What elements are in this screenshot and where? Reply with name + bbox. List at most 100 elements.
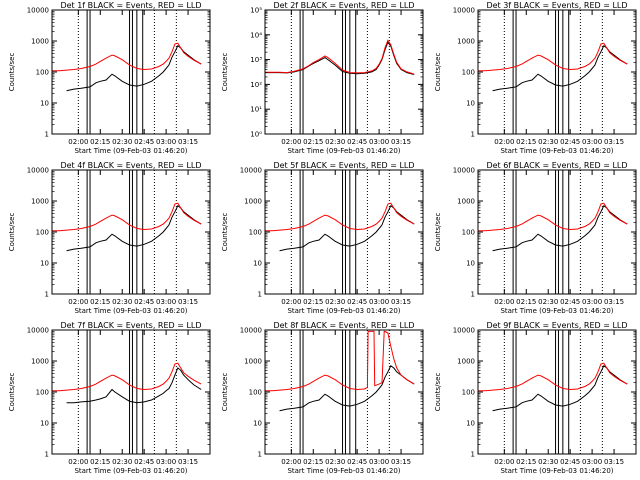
panel-title: Det 7f BLACK = Events, RED = LLD <box>60 321 201 330</box>
y-tick-label: 1000 <box>244 198 262 206</box>
y-tick-label: 100 <box>249 389 262 397</box>
x-tick-label: 02:30 <box>538 458 558 466</box>
y-tick-label: 1 <box>258 291 262 299</box>
y-tick-label: 10000 <box>27 327 49 335</box>
detector-panel-9: 1 10 100 1000 10000 02:00 02:15 02:30 02:45 03:00… <box>434 321 637 475</box>
x-tick-label: 02:15 <box>516 298 536 306</box>
lld-series-line <box>478 362 628 392</box>
y-tick-label: 1000 <box>31 198 49 206</box>
detector-panel-6: 1 10 100 1000 10000 02:00 02:15 02:30 02:45 03:00… <box>434 161 637 315</box>
y-tick-label: 10000 <box>453 167 475 175</box>
plot-frame <box>477 9 637 135</box>
y-tick-label: 1000 <box>457 198 475 206</box>
y-tick-label: 1000 <box>244 358 262 366</box>
x-tick-label: 02:45 <box>560 298 580 306</box>
lld-series-line <box>478 202 628 232</box>
y-tick-label: 10000 <box>27 167 49 175</box>
x-axis-label: Start Time (09-Feb-03 01:46:20) <box>500 147 613 155</box>
x-tick-label: 02:15 <box>90 138 110 146</box>
y-tick-label: 1 <box>471 131 475 139</box>
x-tick-label: 02:45 <box>134 298 154 306</box>
x-tick-label: 02:45 <box>347 298 367 306</box>
x-tick-label: 03:15 <box>391 298 411 306</box>
x-tick-label: 02:00 <box>68 138 88 146</box>
panel-title: Det 3f BLACK = Events, RED = LLD <box>486 1 627 10</box>
plot-frame <box>51 169 211 295</box>
x-tick-label: 02:30 <box>112 138 132 146</box>
panel-title: Det 8f BLACK = Events, RED = LLD <box>273 321 414 330</box>
x-tick-label: 03:00 <box>369 458 389 466</box>
y-axis-label: Counts/sec <box>8 53 16 92</box>
detector-panel-3: 1 10 100 1000 10000 02:00 02:15 02:30 02:45 03:00… <box>434 1 637 155</box>
lld-series-line <box>265 202 415 232</box>
y-tick-label: 100 <box>462 69 475 77</box>
x-tick-label: 02:45 <box>134 458 154 466</box>
x-axis-label: Start Time (09-Feb-03 01:46:20) <box>287 147 400 155</box>
y-tick-label: 100 <box>462 389 475 397</box>
x-tick-label: 02:00 <box>494 298 514 306</box>
x-tick-label: 03:15 <box>604 298 624 306</box>
detector-panel-4: 1 10 100 1000 10000 02:00 02:15 02:30 02:45 03:00… <box>8 161 211 315</box>
x-tick-label: 02:15 <box>303 298 323 306</box>
x-axis-label: Start Time (09-Feb-03 01:46:20) <box>500 467 613 475</box>
y-tick-label: 10² <box>250 81 262 89</box>
y-tick-label: 1000 <box>31 358 49 366</box>
y-tick-label: 10000 <box>453 7 475 15</box>
x-tick-label: 02:00 <box>494 458 514 466</box>
x-tick-label: 02:15 <box>516 458 536 466</box>
y-tick-label: 10⁴ <box>250 31 262 39</box>
x-tick-label: 03:15 <box>178 138 198 146</box>
y-tick-label: 10000 <box>240 327 262 335</box>
detector-panel-1: 1 10 100 1000 10000 02:00 02:15 02:30 02:45 03:00… <box>8 1 211 155</box>
y-tick-label: 1 <box>258 451 262 459</box>
x-tick-label: 02:30 <box>112 458 132 466</box>
detector-panel-5: 1 10 100 1000 10000 02:00 02:15 02:30 02:45 03:00… <box>221 161 424 315</box>
lld-series-line <box>478 42 628 72</box>
y-tick-label: 10 <box>466 100 475 108</box>
plot-frame <box>264 169 424 295</box>
y-axis-label: Counts/sec <box>434 53 442 92</box>
y-axis-label: Counts/sec <box>8 213 16 252</box>
x-tick-label: 02:15 <box>303 138 323 146</box>
x-tick-label: 03:15 <box>178 458 198 466</box>
y-tick-label: 10 <box>40 420 49 428</box>
x-axis-label: Start Time (09-Feb-03 01:46:20) <box>74 307 187 315</box>
y-axis-label: Counts/sec <box>221 373 229 412</box>
y-axis-label: Counts/sec <box>221 213 229 252</box>
y-axis-label: Counts/sec <box>8 373 16 412</box>
y-tick-label: 10000 <box>27 7 49 15</box>
x-axis-label: Start Time (09-Feb-03 01:46:20) <box>287 467 400 475</box>
y-tick-label: 10 <box>466 260 475 268</box>
detector-panel-7: 1 10 100 1000 10000 02:00 02:15 02:30 02:45 03:00… <box>8 321 211 475</box>
plot-frame <box>264 9 424 135</box>
y-tick-label: 1 <box>471 291 475 299</box>
panel-title: Det 2f BLACK = Events, RED = LLD <box>273 1 414 10</box>
x-tick-label: 03:00 <box>369 298 389 306</box>
y-tick-label: 100 <box>249 229 262 237</box>
x-tick-label: 03:15 <box>604 458 624 466</box>
x-tick-label: 02:00 <box>281 458 301 466</box>
x-tick-label: 03:15 <box>391 138 411 146</box>
x-tick-label: 02:45 <box>134 138 154 146</box>
lld-series-line <box>52 202 202 232</box>
x-tick-label: 02:30 <box>325 458 345 466</box>
y-tick-label: 10 <box>40 260 49 268</box>
plot-frame <box>264 329 424 455</box>
plot-frame <box>51 329 211 455</box>
y-tick-label: 100 <box>36 389 49 397</box>
panel-title: Det 9f BLACK = Events, RED = LLD <box>486 321 627 330</box>
y-tick-label: 1000 <box>457 38 475 46</box>
panel-title: Det 1f BLACK = Events, RED = LLD <box>60 1 201 10</box>
x-axis-label: Start Time (09-Feb-03 01:46:20) <box>74 467 187 475</box>
x-tick-label: 03:00 <box>156 138 176 146</box>
y-tick-label: 10¹ <box>250 106 262 114</box>
y-tick-label: 100 <box>36 69 49 77</box>
lld-series-line <box>52 362 202 392</box>
x-tick-label: 02:45 <box>560 458 580 466</box>
x-axis-label: Start Time (09-Feb-03 01:46:20) <box>287 307 400 315</box>
x-tick-label: 03:15 <box>604 138 624 146</box>
panel-title: Det 5f BLACK = Events, RED = LLD <box>273 161 414 170</box>
panel-title: Det 4f BLACK = Events, RED = LLD <box>60 161 201 170</box>
